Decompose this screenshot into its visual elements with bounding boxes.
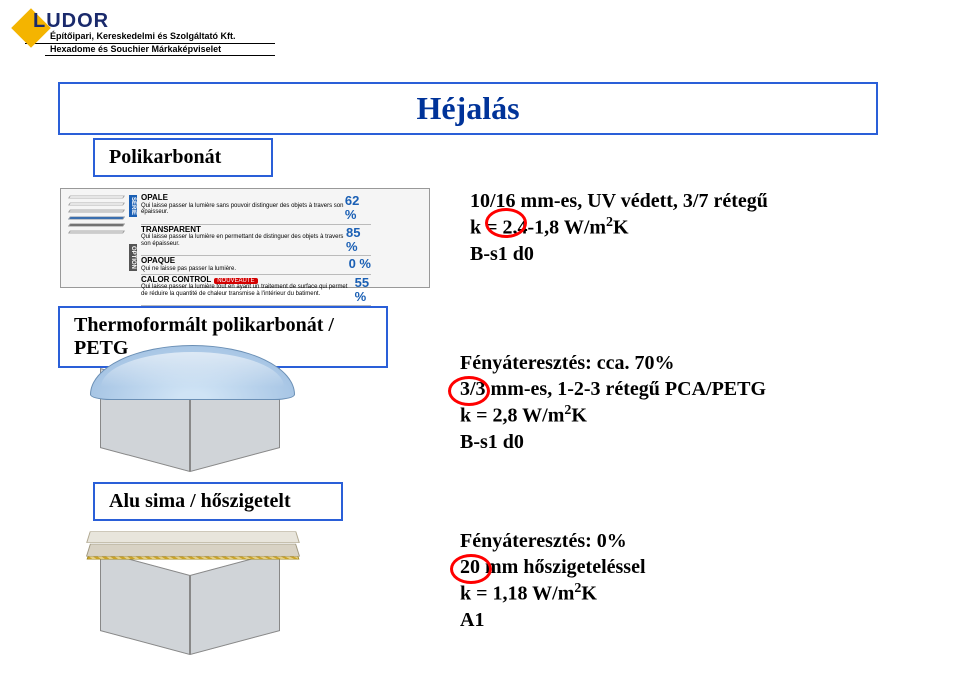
section1-diagram: SÉRIE OPTION OPALEQui laisse passer la l…	[60, 188, 430, 288]
sec1-line2: k = 2,4-1,8 W/m2K	[470, 214, 768, 241]
sec3-l3b: K	[581, 583, 597, 605]
logo-subtitle-2: Hexadome és Souchier Márkaképviselet	[50, 44, 315, 54]
table-row: OPAQUEQui ne laisse pas passer la lumièr…	[141, 256, 371, 274]
diagram1-serie-label: SÉRIE	[129, 195, 137, 217]
section2-text: Fényáteresztés: cca. 70% 3/3 mm-es, 1-2-…	[460, 350, 766, 455]
page-title: Héjalás	[416, 90, 519, 126]
sec3-line4: A1	[460, 607, 646, 633]
d1-desc: Qui laisse passer la lumière sans pouvoi…	[141, 203, 345, 216]
section3-label: Alu sima / hőszigetelt	[93, 482, 343, 521]
nouveaute-badge: NOUVEAUTÉ	[214, 278, 257, 284]
diagram2-dome-icon	[90, 345, 295, 400]
sec3-line3: k = 1,18 W/m2K	[460, 580, 646, 607]
section2-diagram	[60, 350, 330, 460]
diagram3-wall-right-icon	[190, 551, 280, 655]
logo-text: LUDOR	[33, 10, 109, 32]
diagram1-layers-icon	[69, 195, 124, 237]
diagram1-option-label: OPTION	[129, 244, 137, 271]
sec2-line4: B-s1 d0	[460, 429, 766, 455]
sec2-line2: 3/3 mm-es, 1-2-3 rétegű PCA/PETG	[460, 376, 766, 402]
table-row: TRANSPARENTQui laisse passer la lumière …	[141, 225, 371, 257]
d1-name: OPALE	[141, 193, 168, 202]
logo-underline-2	[45, 55, 275, 56]
logo-mark: LUDOR	[15, 10, 109, 33]
d1-pct: 85 %	[346, 226, 371, 255]
table-row: CALOR CONTROLNOUVEAUTÉQui laisse passer …	[141, 275, 371, 307]
d1-name: CALOR CONTROL	[141, 275, 211, 284]
sec1-l2b: K	[613, 217, 629, 239]
sec2-line1: Fényáteresztés: cca. 70%	[460, 350, 766, 376]
d1-pct: 55 %	[355, 276, 371, 305]
d1-pct: 62 %	[345, 194, 371, 223]
section3-text: Fényáteresztés: 0% 20 mm hőszigeteléssel…	[460, 528, 646, 633]
diagram3-wall-left-icon	[100, 551, 190, 655]
sec3-line1: Fényáteresztés: 0%	[460, 528, 646, 554]
table-row: OPALEQui laisse passer la lumière sans p…	[141, 193, 371, 225]
d1-pct: 0 %	[349, 257, 371, 272]
d1-desc: Qui laisse passer la lumière tout en aya…	[141, 284, 355, 297]
sec2-l3a: k = 2,8 W/m	[460, 405, 564, 427]
sec2-l3b: K	[571, 405, 587, 427]
section1-label: Polikarbonát	[93, 138, 273, 177]
section1: SÉRIE OPTION OPALEQui laisse passer la l…	[60, 188, 768, 288]
d1-name: TRANSPARENT	[141, 225, 201, 234]
section2: Fényáteresztés: cca. 70% 3/3 mm-es, 1-2-…	[60, 350, 766, 460]
diagram3-panel-top-icon	[86, 531, 300, 543]
diagram1-table: OPALEQui laisse passer la lumière sans p…	[141, 193, 371, 306]
section1-text: 10/16 mm-es, UV védett, 3/7 rétegű k = 2…	[470, 188, 768, 267]
d1-desc: Qui ne laisse pas passer la lumière.	[141, 266, 236, 273]
section3-diagram	[60, 528, 330, 648]
sec1-line3: B-s1 d0	[470, 241, 768, 267]
sec1-line1: 10/16 mm-es, UV védett, 3/7 rétegű	[470, 188, 768, 214]
diagram3-panel-bottom-icon	[86, 544, 300, 557]
d1-name: OPAQUE	[141, 256, 175, 265]
sec3-l3a: k = 1,18 W/m	[460, 583, 574, 605]
section3: Fényáteresztés: 0% 20 mm hőszigeteléssel…	[60, 528, 646, 648]
sec3-line2: 20 mm hőszigeteléssel	[460, 554, 646, 580]
sec1-l2a: k = 2,4-1,8 W/m	[470, 217, 606, 239]
sec2-line3: k = 2,8 W/m2K	[460, 402, 766, 429]
logo-block: LUDOR Építőipari, Kereskedelmi és Szolgá…	[15, 10, 315, 56]
page-title-box: Héjalás	[58, 82, 878, 135]
d1-desc: Qui laisse passer la lumière en permetta…	[141, 234, 346, 247]
